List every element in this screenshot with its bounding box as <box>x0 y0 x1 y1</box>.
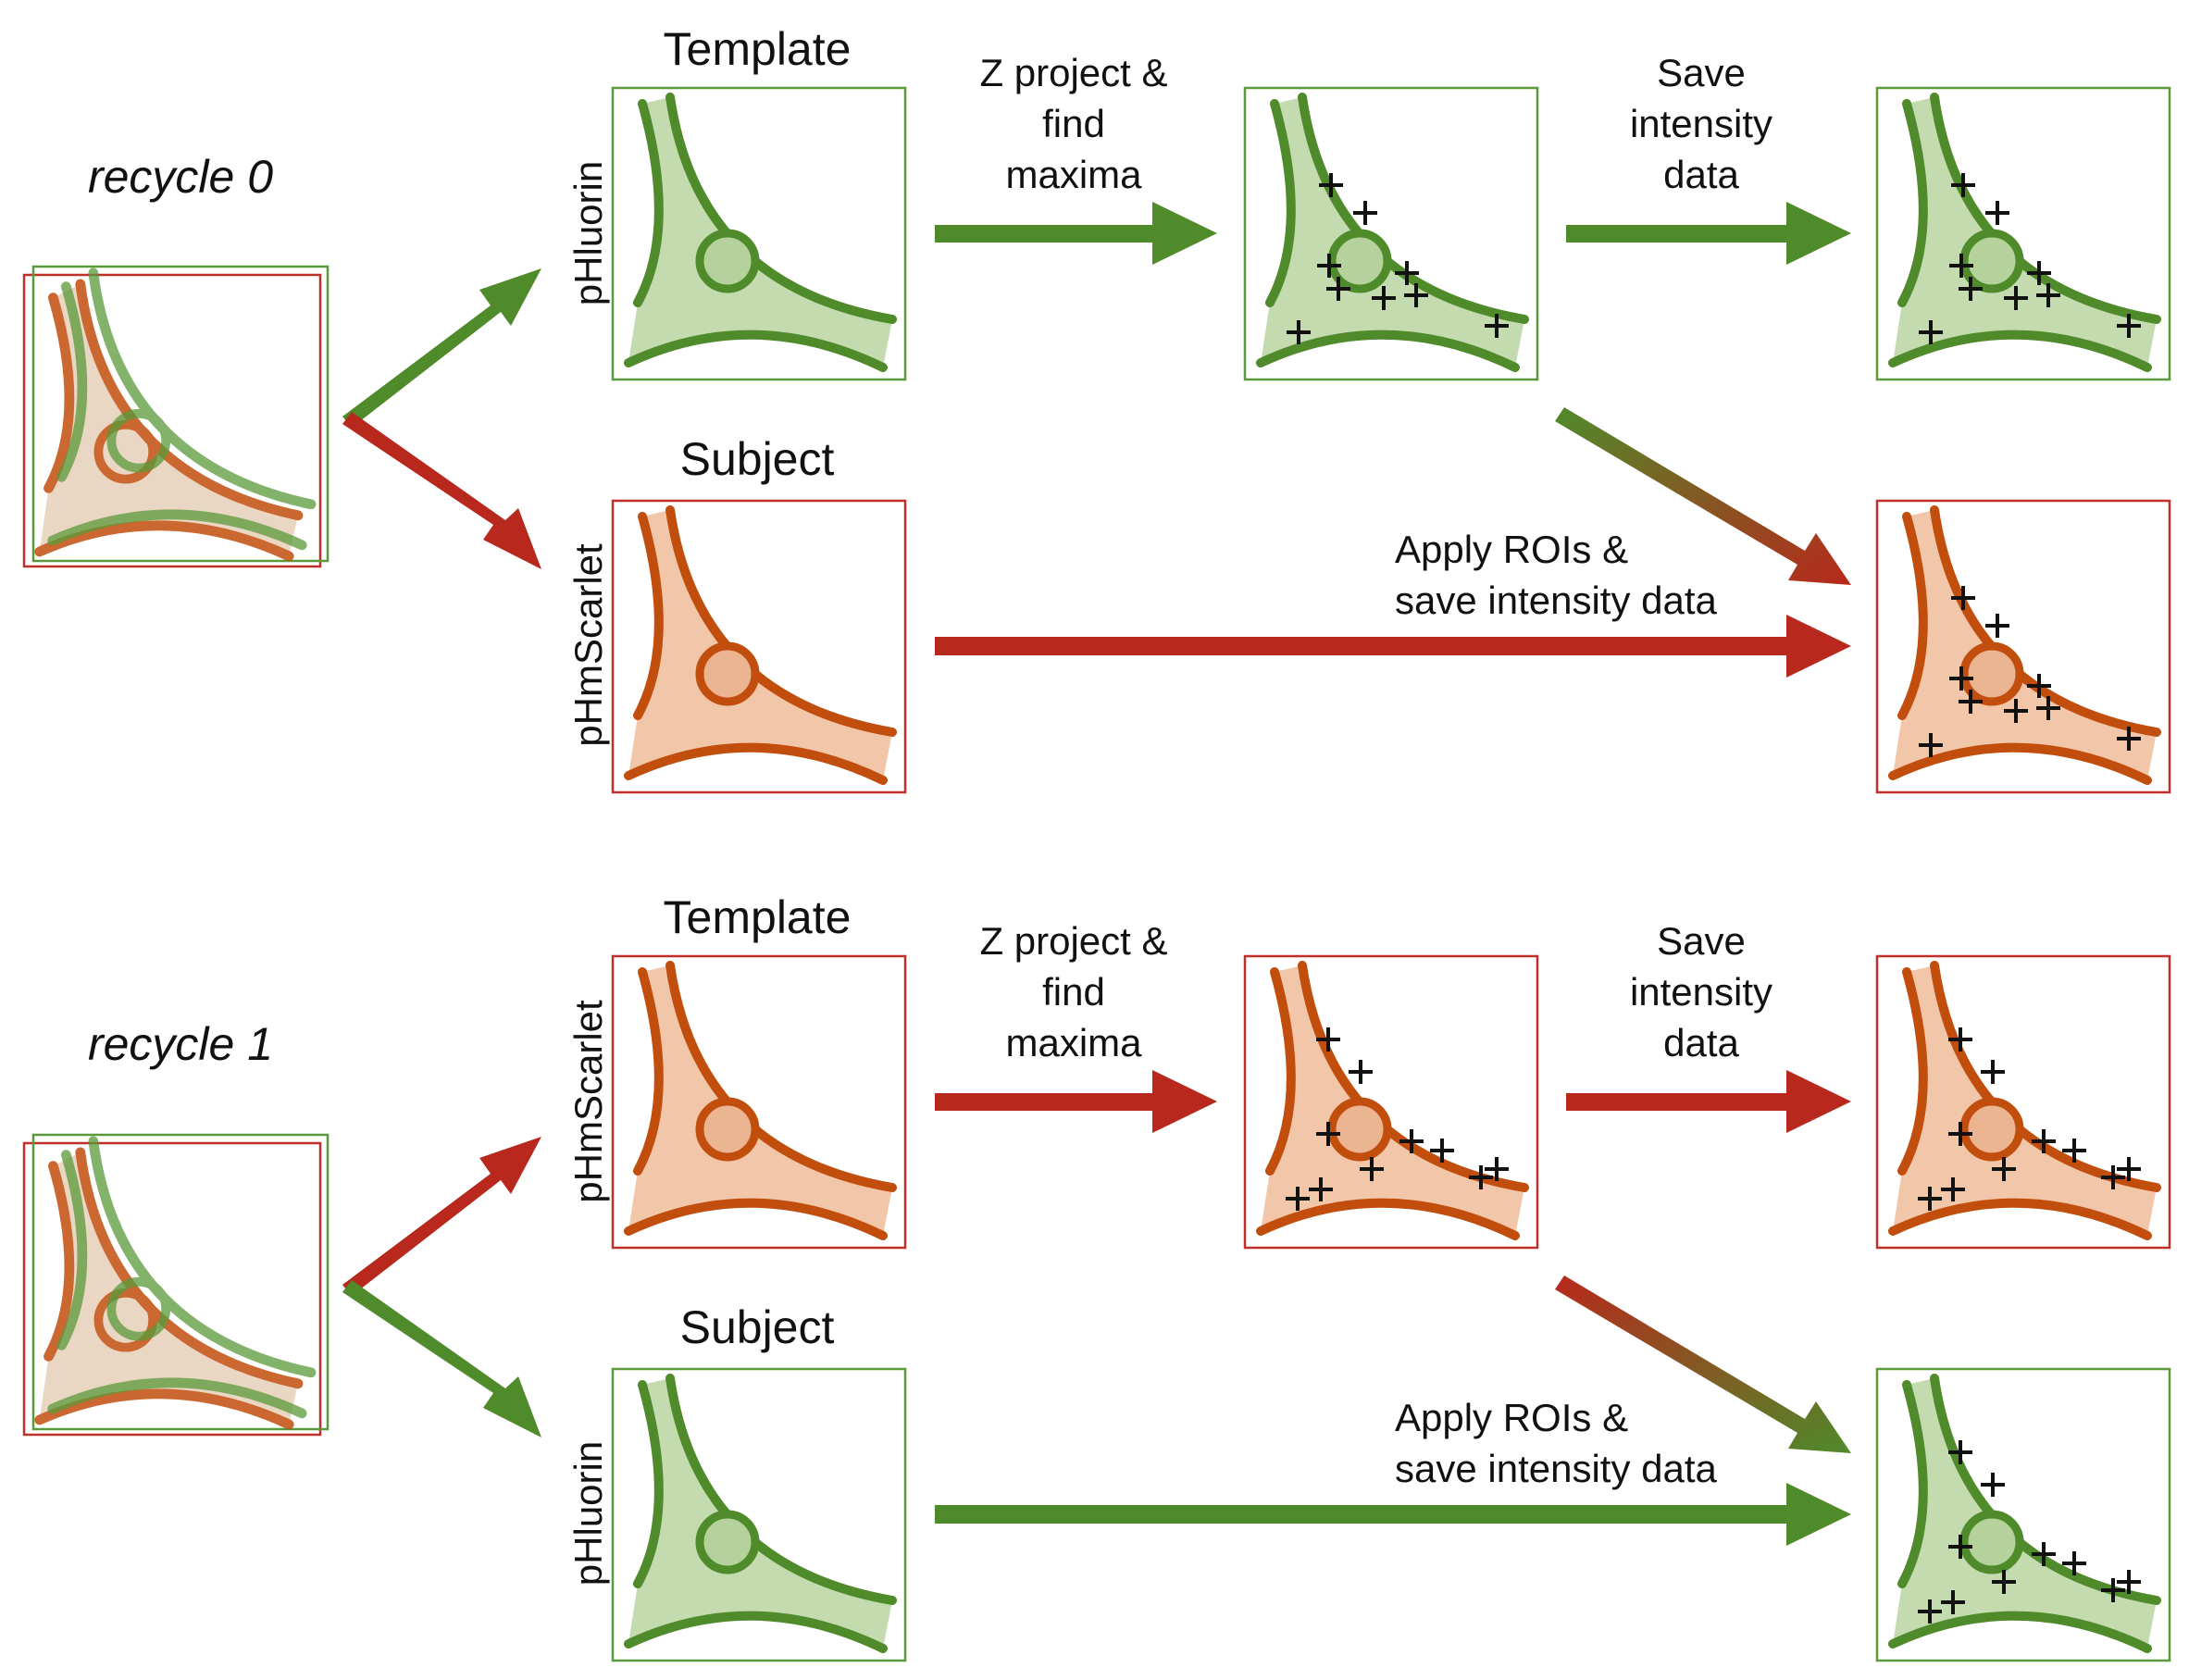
subject-channel-label: pHluorin <box>566 1441 610 1586</box>
find-maxima-label-1: Z project & <box>979 919 1167 963</box>
find-maxima-label-3: maxima <box>1005 153 1142 196</box>
save-intensity-label-3: data <box>1663 153 1739 196</box>
roi-markers <box>1919 173 2141 344</box>
template-result-image <box>1875 954 2171 1250</box>
template-channel-label: pHluorin <box>566 161 610 305</box>
save-intensity-label-3: data <box>1663 1021 1739 1064</box>
find-maxima-label-2: find <box>1042 970 1105 1014</box>
template-channel-label: pHmScarlet <box>566 1000 610 1203</box>
subject-cell-image <box>611 1367 907 1662</box>
roi-markers <box>1919 586 2141 757</box>
maxima-cell-image <box>1243 86 1539 381</box>
subject-result-image <box>1875 499 2171 794</box>
subject-cell-image <box>611 499 907 794</box>
save-intensity-label-2: intensity <box>1630 102 1772 145</box>
roi-markers <box>1918 1440 2141 1624</box>
split-arrow-up <box>342 268 541 428</box>
subject-result-image <box>1875 1367 2171 1662</box>
split-arrow-down <box>342 412 541 569</box>
cell-fill <box>39 283 298 556</box>
merged-cell-image <box>22 265 330 568</box>
roi-markers <box>1918 1027 2141 1211</box>
save-intensity-label-2: intensity <box>1630 970 1772 1014</box>
apply-rois-arrow <box>935 1483 1851 1546</box>
maxima-cell-image <box>1243 954 1539 1250</box>
apply-rois-arrow <box>935 615 1851 678</box>
round-0: recycle 0 Template pHluorin <box>22 23 2171 794</box>
round-label: recycle 1 <box>88 1018 273 1070</box>
save-intensity-label-1: Save <box>1657 51 1746 94</box>
find-maxima-arrow <box>935 202 1217 265</box>
save-intensity-arrow <box>1566 1070 1851 1133</box>
apply-rois-label-2: save intensity data <box>1395 1447 1718 1490</box>
apply-rois-label-2: save intensity data <box>1395 579 1718 622</box>
merged-cell-image <box>22 1133 330 1437</box>
apply-rois-label-1: Apply ROIs & <box>1395 1396 1628 1439</box>
split-arrow-up <box>342 1137 541 1296</box>
template-title: Template <box>664 23 852 75</box>
save-intensity-label-1: Save <box>1657 919 1746 963</box>
maxima-markers <box>1286 1027 1509 1211</box>
find-maxima-label-2: find <box>1042 102 1105 145</box>
find-maxima-label-1: Z project & <box>979 51 1167 94</box>
maxima-markers <box>1287 173 1509 344</box>
find-maxima-arrow <box>935 1070 1217 1133</box>
split-arrow-down <box>342 1280 541 1437</box>
template-result-image <box>1875 86 2171 381</box>
save-intensity-arrow <box>1566 202 1851 265</box>
roi-transfer-arrow <box>1555 1276 1851 1453</box>
roi-transfer-arrow <box>1555 407 1851 585</box>
find-maxima-label-3: maxima <box>1005 1021 1142 1064</box>
template-cell-image <box>611 86 907 381</box>
subject-title: Subject <box>680 1301 835 1353</box>
round-1: recycle 1 Template pHmScarlet Subject <box>22 891 2171 1662</box>
template-title: Template <box>664 891 852 943</box>
subject-title: Subject <box>680 433 835 485</box>
template-cell-image <box>611 954 907 1250</box>
subject-channel-label: pHmScarlet <box>566 543 610 747</box>
apply-rois-label-1: Apply ROIs & <box>1395 528 1628 571</box>
round-label: recycle 0 <box>88 151 273 203</box>
